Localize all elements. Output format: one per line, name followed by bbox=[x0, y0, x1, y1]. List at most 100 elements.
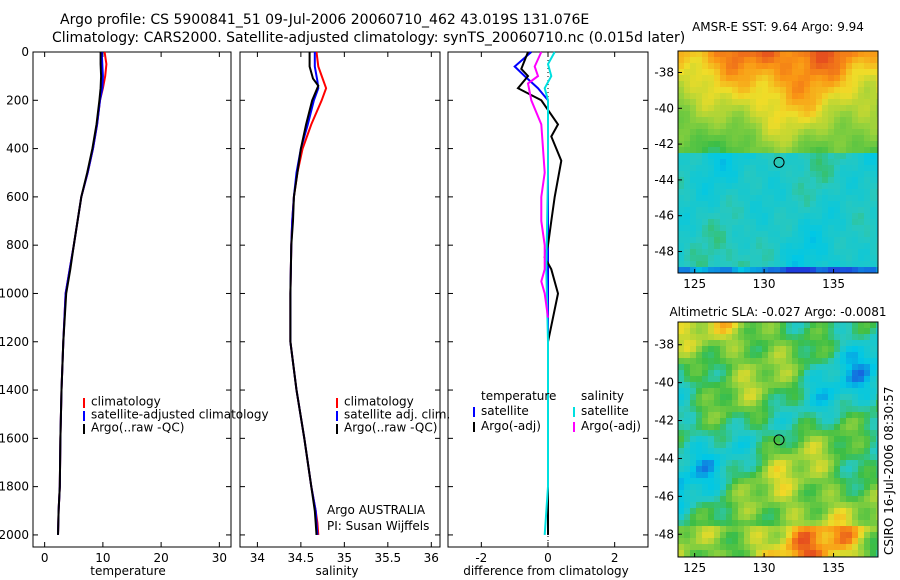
heatmap-cell bbox=[756, 328, 763, 335]
heatmap-cell bbox=[762, 436, 769, 443]
heatmap-cell bbox=[780, 520, 787, 527]
heatmap-cell bbox=[708, 129, 715, 136]
heatmap-cell bbox=[840, 334, 847, 341]
heatmap-cell bbox=[774, 63, 781, 70]
y-tick-label: 1000 bbox=[0, 286, 29, 300]
heatmap-cell bbox=[828, 490, 835, 497]
heatmap-cell bbox=[762, 532, 769, 539]
heatmap-cell bbox=[684, 165, 691, 172]
heatmap-cell bbox=[738, 334, 745, 341]
heatmap-cell bbox=[750, 478, 757, 485]
heatmap-cell bbox=[750, 261, 757, 268]
heatmap-cell bbox=[852, 255, 859, 262]
heatmap-cell bbox=[690, 550, 697, 557]
heatmap-cell bbox=[678, 454, 685, 461]
heatmap-cell bbox=[858, 508, 865, 515]
heatmap-cell bbox=[732, 117, 739, 124]
heatmap-cell bbox=[690, 51, 697, 58]
heatmap-cell bbox=[774, 81, 781, 88]
heatmap-cell bbox=[798, 105, 805, 112]
heatmap-cell bbox=[852, 243, 859, 250]
heatmap-cell bbox=[720, 63, 727, 70]
heatmap-cell bbox=[798, 472, 805, 479]
heatmap-cell bbox=[690, 75, 697, 82]
heatmap-cell bbox=[816, 213, 823, 220]
heatmap-cell bbox=[726, 484, 733, 491]
heatmap-cell bbox=[846, 370, 853, 377]
heatmap-cell bbox=[756, 448, 763, 455]
heatmap-cell bbox=[792, 201, 799, 208]
heatmap-cell bbox=[678, 147, 685, 154]
heatmap-cell bbox=[696, 201, 703, 208]
heatmap-cell bbox=[870, 526, 877, 533]
heatmap-cell bbox=[720, 57, 727, 64]
series-line-temperature-argo bbox=[516, 51, 563, 535]
heatmap-cell bbox=[786, 213, 793, 220]
heatmap-cell bbox=[804, 520, 811, 527]
heatmap-cell bbox=[846, 57, 853, 64]
heatmap-cell bbox=[726, 183, 733, 190]
heatmap-cell bbox=[702, 520, 709, 527]
heatmap-cell bbox=[852, 237, 859, 244]
heatmap-cell bbox=[750, 165, 757, 172]
heatmap-cell bbox=[678, 364, 685, 371]
heatmap-cell bbox=[708, 243, 715, 250]
heatmap-cell bbox=[744, 51, 751, 58]
heatmap-cell bbox=[810, 550, 817, 557]
heatmap-cell bbox=[804, 177, 811, 184]
heatmap-cell bbox=[738, 490, 745, 497]
heatmap-cell bbox=[834, 352, 841, 359]
heatmap-cell bbox=[798, 352, 805, 359]
heatmap-cell bbox=[690, 195, 697, 202]
heatmap-cell bbox=[756, 436, 763, 443]
heatmap-cell bbox=[750, 490, 757, 497]
heatmap-cell bbox=[852, 406, 859, 413]
heatmap-cell bbox=[822, 225, 829, 232]
heatmap-cell bbox=[822, 496, 829, 503]
heatmap-cell bbox=[684, 153, 691, 160]
heatmap-cell bbox=[756, 550, 763, 557]
heatmap-cell bbox=[822, 364, 829, 371]
heatmap-cell bbox=[840, 219, 847, 226]
heatmap-cell bbox=[744, 334, 751, 341]
heatmap-cell bbox=[768, 177, 775, 184]
heatmap-cell bbox=[768, 550, 775, 557]
heatmap-cell bbox=[702, 225, 709, 232]
heatmap-cell bbox=[762, 496, 769, 503]
heatmap-cell bbox=[816, 538, 823, 545]
heatmap-cell bbox=[720, 183, 727, 190]
heatmap-cell bbox=[726, 358, 733, 365]
heatmap-cell bbox=[744, 460, 751, 467]
heatmap-cell bbox=[708, 460, 715, 467]
heatmap-cell bbox=[780, 147, 787, 154]
sla-heatmap bbox=[678, 322, 878, 557]
x-tick-label: 34 bbox=[250, 551, 265, 565]
heatmap-cell bbox=[786, 448, 793, 455]
heatmap-cell bbox=[864, 153, 871, 160]
heatmap-cell bbox=[690, 472, 697, 479]
heatmap-cell bbox=[708, 496, 715, 503]
heatmap-cell bbox=[714, 448, 721, 455]
heatmap-cell bbox=[750, 430, 757, 437]
heatmap-cell bbox=[870, 177, 877, 184]
heatmap-cell bbox=[768, 328, 775, 335]
heatmap-cell bbox=[816, 75, 823, 82]
heatmap-cell bbox=[678, 472, 685, 479]
heatmap-cell bbox=[750, 364, 757, 371]
heatmap-cell bbox=[798, 448, 805, 455]
heatmap-cell bbox=[744, 340, 751, 347]
heatmap-cell bbox=[768, 352, 775, 359]
heatmap-cell bbox=[774, 430, 781, 437]
heatmap-cell bbox=[696, 147, 703, 154]
heatmap-cell bbox=[696, 51, 703, 58]
heatmap-cell bbox=[696, 267, 703, 273]
heatmap-cell bbox=[840, 195, 847, 202]
heatmap-cell bbox=[798, 388, 805, 395]
heatmap-cell bbox=[840, 51, 847, 58]
heatmap-cell bbox=[852, 496, 859, 503]
heatmap-cell bbox=[726, 340, 733, 347]
heatmap-cell bbox=[756, 165, 763, 172]
heatmap-cell bbox=[834, 406, 841, 413]
heatmap-cell bbox=[690, 430, 697, 437]
series-line-temperature-satellite bbox=[513, 51, 549, 535]
